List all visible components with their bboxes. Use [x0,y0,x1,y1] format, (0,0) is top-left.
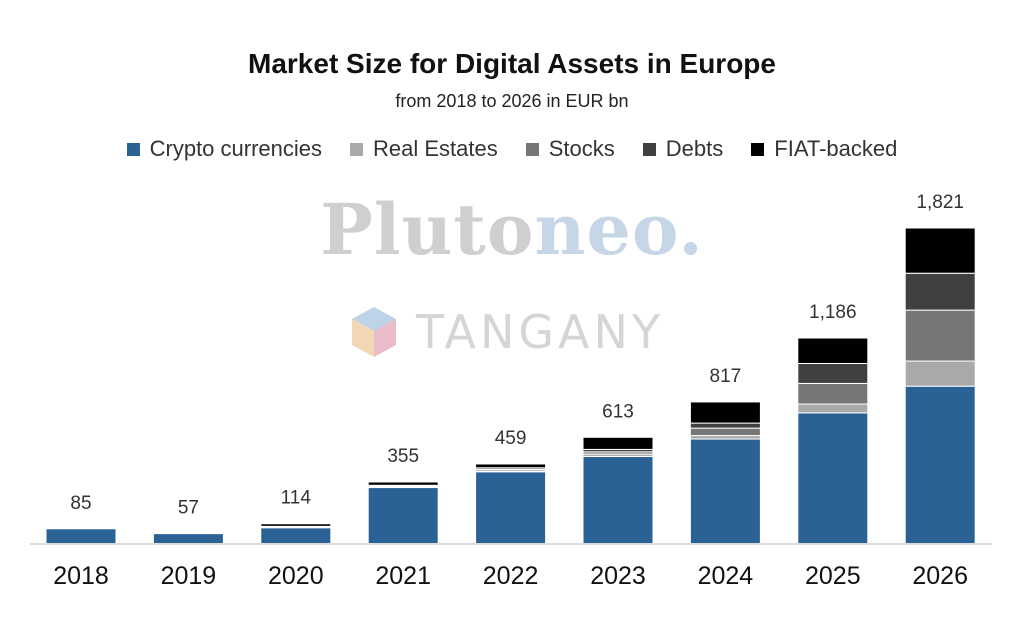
total-label-2021: 355 [387,446,419,467]
x-tick-label-2024: 2024 [698,562,754,590]
total-label-2020: 114 [281,488,312,509]
bar-2021-crypto-currencies [367,487,439,545]
chart-subtitle: from 2018 to 2026 in EUR bn [395,91,629,111]
bar-2024-fiat-backed [689,401,761,424]
bar-2023-crypto-currencies [582,456,654,545]
x-tick-labels-group: 2018 2019 2020 2021 2022 2023 2024 2025 2026 [53,562,968,590]
legend-item-debts: Debts [642,136,724,162]
bar-2020-crypto-currencies [260,527,332,544]
bar-2019-crypto-currencies [152,533,224,545]
bar-2024-crypto-currencies [689,438,761,545]
legend-swatch-real-estates [350,142,364,156]
total-label-2022: 459 [495,428,527,449]
bar-2025-crypto-currencies [797,412,869,544]
legend-item-real-estates: Real Estates [350,136,498,162]
bar-2026-crypto-currencies [904,385,976,544]
bar-2021-fiat-backed [367,481,439,486]
x-tick-label-2022: 2022 [483,562,539,590]
legend-label-stocks: Stocks [548,136,615,161]
bar-2025-debts [797,362,869,384]
tangany-watermark-text: TANGANY [416,305,665,359]
x-tick-label-2018: 2018 [53,562,109,590]
total-label-2023: 613 [602,401,634,422]
legend-label-debts: Debts [665,136,724,161]
legend-label-real-estates: Real Estates [373,136,498,161]
x-tick-label-2020: 2020 [268,562,324,590]
bar-2018-crypto-currencies [45,528,117,544]
legend-swatch-fiat-backed [751,142,765,156]
x-tick-label-2026: 2026 [912,562,968,590]
total-labels-group: 85 57 114 355 459 613 817 1,186 1,821 [70,192,964,519]
pluto-watermark: Plutoneo. [0,188,1024,271]
total-label-2026: 1,821 [916,192,964,213]
bar-2025-real-estates [797,403,869,414]
bar-2024-debts [689,422,761,429]
x-tick-label-2023: 2023 [590,562,646,590]
pluto-watermark-part2: neo. [534,188,704,271]
legend-item-stocks: Stocks [525,136,615,162]
tangany-logo-icon [352,307,396,357]
bar-2024-real-estates [689,435,761,440]
total-label-2025: 1,186 [809,302,857,323]
legend-item-fiat-backed: FIAT-backed [751,136,897,162]
bar-2022-fiat-backed [475,463,547,469]
legend-label-fiat-backed: FIAT-backed [774,136,898,161]
legend-swatch-debts [642,142,656,156]
bar-2023-fiat-backed [582,436,654,450]
bars-group [45,227,976,545]
tangany-watermark: TANGANY [350,305,664,359]
bar-2026-fiat-backed [904,227,976,274]
x-tick-label-2025: 2025 [805,562,861,590]
legend: Crypto currencies Real Estates Stocks De… [0,136,1024,162]
chart-title: Market Size for Digital Assets in Europe [248,48,776,79]
legend-label-crypto-currencies: Crypto currencies [149,136,323,161]
bar-2020-fiat-backed [260,523,332,527]
x-tick-label-2021: 2021 [375,562,431,590]
bar-2026-stocks [904,309,976,362]
bar-2025-stocks [797,382,869,405]
legend-swatch-stocks [525,142,539,156]
bar-2024-stocks [689,427,761,437]
legend-item-crypto-currencies: Crypto currencies [126,136,323,162]
bar-2026-real-estates [904,360,976,387]
x-tick-label-2019: 2019 [161,562,217,590]
bar-2026-debts [904,272,976,311]
bar-2025-fiat-backed [797,337,869,364]
total-label-2018: 85 [70,493,91,514]
legend-swatch-crypto-currencies [126,142,140,156]
bar-2022-crypto-currencies [475,471,547,544]
total-label-2024: 817 [710,366,742,387]
total-label-2019: 57 [178,498,199,519]
pluto-watermark-part1: Pluto [320,188,535,271]
